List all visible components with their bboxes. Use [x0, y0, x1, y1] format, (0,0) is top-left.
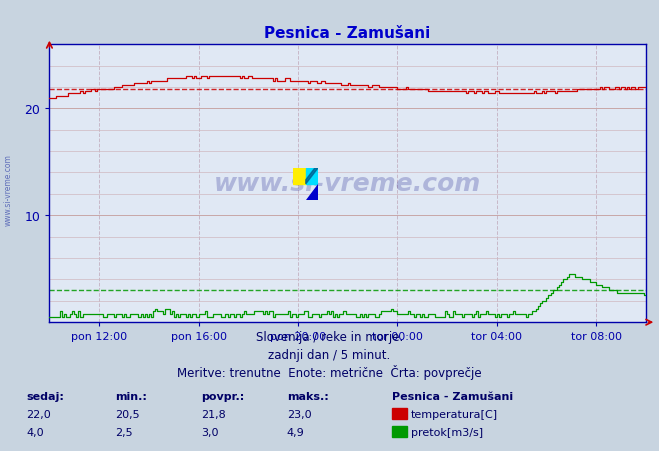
Text: 4,9: 4,9 [287, 427, 304, 437]
Text: min.:: min.: [115, 391, 147, 401]
Polygon shape [306, 168, 318, 184]
Text: pretok[m3/s]: pretok[m3/s] [411, 427, 482, 437]
Text: 20,5: 20,5 [115, 409, 140, 419]
Text: www.si-vreme.com: www.si-vreme.com [3, 153, 13, 226]
Text: Slovenija / reke in morje.: Slovenija / reke in morje. [256, 331, 403, 344]
Text: Pesnica - Zamušani: Pesnica - Zamušani [392, 391, 513, 401]
Polygon shape [306, 168, 318, 184]
Text: sedaj:: sedaj: [26, 391, 64, 401]
Text: 4,0: 4,0 [26, 427, 44, 437]
Text: zadnji dan / 5 minut.: zadnji dan / 5 minut. [268, 349, 391, 362]
Text: www.si-vreme.com: www.si-vreme.com [214, 172, 481, 196]
Polygon shape [306, 184, 318, 201]
Text: 2,5: 2,5 [115, 427, 133, 437]
Text: 3,0: 3,0 [201, 427, 219, 437]
Text: povpr.:: povpr.: [201, 391, 244, 401]
Text: 23,0: 23,0 [287, 409, 311, 419]
Text: Meritve: trenutne  Enote: metrične  Črta: povprečje: Meritve: trenutne Enote: metrične Črta: … [177, 364, 482, 380]
Title: Pesnica - Zamušani: Pesnica - Zamušani [264, 26, 431, 41]
Text: 22,0: 22,0 [26, 409, 51, 419]
Text: 21,8: 21,8 [201, 409, 226, 419]
Bar [293, 168, 306, 184]
Text: temperatura[C]: temperatura[C] [411, 409, 498, 419]
Text: maks.:: maks.: [287, 391, 328, 401]
